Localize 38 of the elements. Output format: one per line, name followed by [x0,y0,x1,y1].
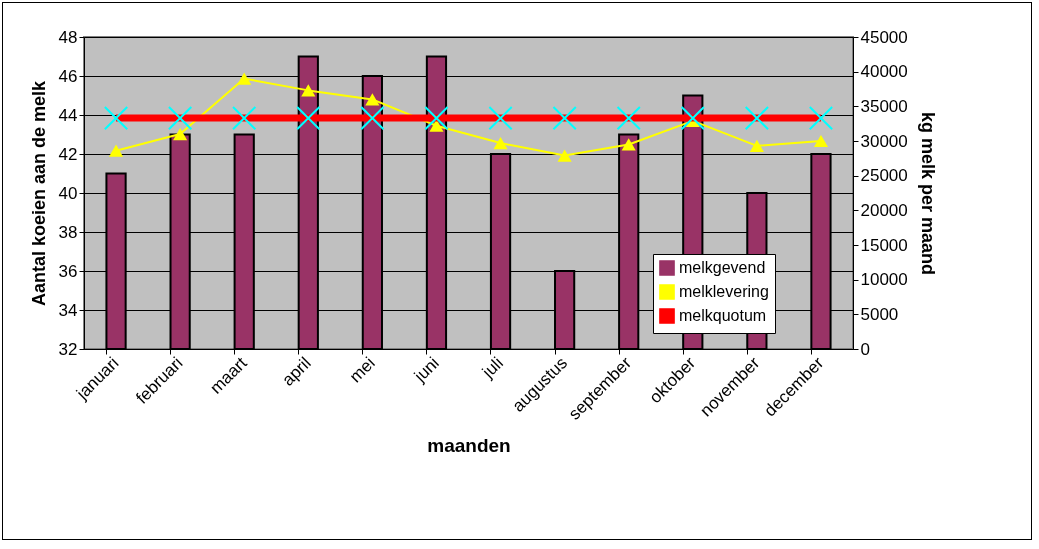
y2-tick-label: 10000 [860,270,908,290]
y-tick-label: 34 [58,300,78,320]
y2-tick-label: 35000 [860,96,908,116]
point [173,127,188,141]
legend-label: melklevering [679,283,769,300]
point [301,84,316,97]
y2-tick-label: 20000 [860,200,908,220]
legend-label: melkgevend [679,259,766,276]
x-axis-title: maanden [427,434,511,456]
point [365,93,380,106]
y-tick-label: 46 [58,66,78,86]
y-tick-label: 38 [58,222,78,242]
x-tick-label: juli [478,353,507,383]
point [557,149,572,162]
point [237,72,252,85]
point [493,136,508,150]
point [621,138,636,151]
y2-tick-label: 40000 [860,62,908,82]
y-tick-label: 40 [58,183,78,203]
legend-label: melkquotum [679,307,767,324]
y-axis-title: Aantal koeien aan de melk [28,79,49,307]
y-tick-label: 44 [58,105,78,125]
y2-tick-label: 5000 [860,304,899,324]
point [813,134,829,148]
y-tick-label: 36 [58,261,78,281]
y2-tick-label: 25000 [860,166,908,186]
y2-tick-label: 0 [860,339,870,359]
y-tick-label: 32 [58,339,78,359]
y2-axis-title: kg melk per maand [917,111,938,276]
point [749,139,764,152]
y2-tick-label: 45000 [860,27,908,47]
point [108,144,124,157]
y2-tick-label: 15000 [860,235,908,255]
y-tick-label: 48 [58,27,78,47]
y-tick-label: 42 [58,144,78,164]
y2-tick-label: 30000 [860,131,908,151]
x-tick-label: mei [345,353,379,387]
point [429,119,444,132]
